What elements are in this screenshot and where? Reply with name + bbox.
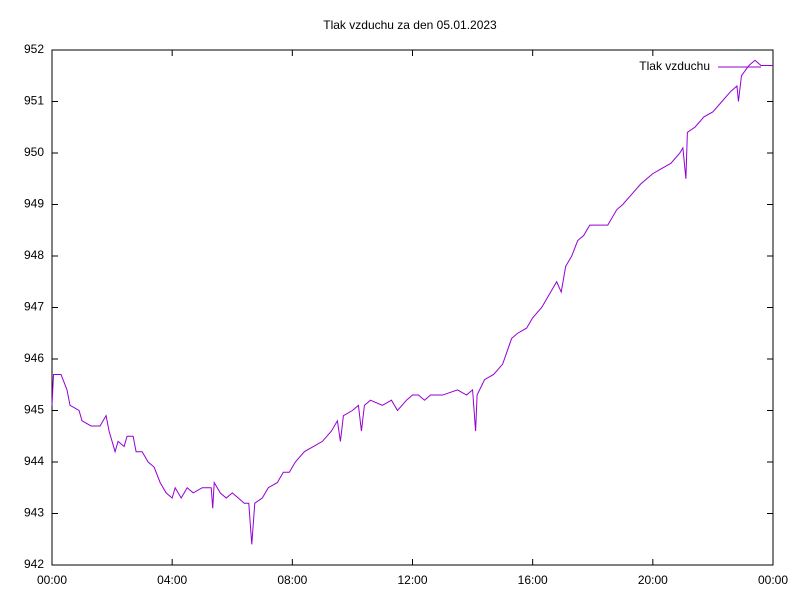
legend-label: Tlak vzduchu <box>639 59 710 73</box>
y-tick-label: 946 <box>24 351 44 365</box>
y-tick-label: 950 <box>24 145 44 159</box>
y-tick-label: 947 <box>24 300 44 314</box>
y-tick-label: 951 <box>24 94 44 108</box>
line-series <box>51 59 773 545</box>
y-tick-label: 945 <box>24 403 44 417</box>
x-tick-label: 04:00 <box>157 573 187 587</box>
y-tick-label: 949 <box>24 197 44 211</box>
plot-frame <box>51 49 774 566</box>
y-tick-label: 942 <box>24 557 44 571</box>
y-tick-label: 943 <box>24 506 44 520</box>
x-tick-label: 00:00 <box>37 573 67 587</box>
x-tick-label: 16:00 <box>518 573 548 587</box>
chart-title: Tlak vzduchu za den 05.01.2023 <box>323 18 497 32</box>
y-tick-label: 948 <box>24 248 44 262</box>
x-tick-label: 00:00 <box>758 573 788 587</box>
x-tick-label: 08:00 <box>277 573 307 587</box>
y-tick-label: 944 <box>24 454 44 468</box>
x-tick-label: 20:00 <box>638 573 668 587</box>
y-tick-label: 952 <box>24 42 44 56</box>
x-tick-label: 12:00 <box>397 573 427 587</box>
